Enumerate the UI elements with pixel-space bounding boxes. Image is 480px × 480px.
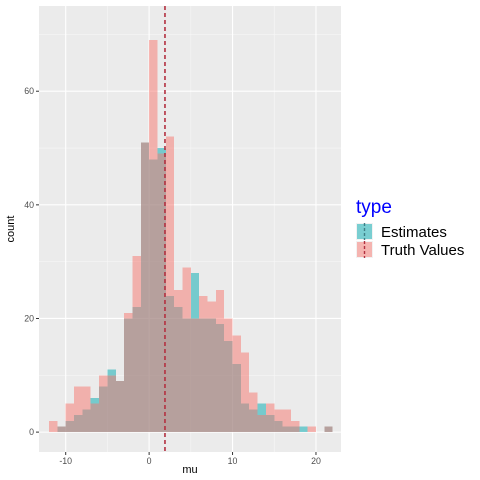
estimates-bar	[299, 426, 308, 433]
truth-values-bar	[224, 318, 233, 433]
x-axis-title: mu	[182, 464, 197, 476]
x-tick-label: 10	[228, 456, 238, 466]
truth-values-bar	[132, 255, 141, 433]
y-tick-label: 20	[24, 313, 34, 323]
truth-values-bar	[190, 318, 200, 433]
y-tick-label: 0	[29, 427, 34, 437]
grid-minor	[39, 6, 341, 452]
truth-values-bar	[290, 420, 300, 433]
truth-values-bar	[182, 267, 191, 433]
truth-values-bar	[274, 409, 283, 433]
legend: type Estimates Truth Values	[356, 197, 464, 259]
truth-values-bar	[57, 426, 66, 433]
truth-values-bar	[115, 380, 125, 433]
x-axis-ticks: -10 0 10 20	[59, 452, 321, 466]
truth-values-bar	[74, 386, 83, 433]
x-tick-label: 0	[147, 456, 152, 466]
truth-values-bar	[232, 335, 241, 433]
x-tick-label: -10	[59, 456, 72, 466]
truth-values-bar	[265, 403, 275, 433]
truth-values-bar	[240, 352, 250, 433]
truth-values-bar	[199, 295, 208, 433]
truth-values-bar	[257, 415, 266, 433]
y-tick-label: 40	[24, 200, 34, 210]
truth-values-bar	[90, 403, 100, 433]
truth-values-bars	[49, 40, 333, 433]
truth-values-bar	[307, 426, 316, 433]
truth-values-bar	[140, 142, 150, 433]
legend-title: type	[356, 197, 392, 218]
y-tick-label: 60	[24, 86, 34, 96]
y-axis-ticks: 0 20 40 60	[24, 86, 39, 437]
legend-label-estimates: Estimates	[381, 224, 447, 241]
truth-values-bar	[107, 375, 116, 433]
truth-values-bar	[165, 136, 175, 433]
truth-values-bar	[174, 290, 183, 433]
y-axis-title: count	[5, 216, 17, 243]
truth-values-bar	[324, 426, 333, 433]
legend-key-truth-values	[356, 241, 373, 258]
truth-values-bar	[282, 409, 291, 433]
truth-values-bar	[49, 420, 58, 433]
legend-key-estimates	[356, 223, 373, 240]
truth-values-bar	[215, 290, 225, 433]
truth-values-bar	[99, 375, 108, 433]
truth-values-bar	[157, 153, 166, 433]
truth-values-bar	[149, 40, 158, 433]
truth-values-bar	[124, 312, 133, 433]
legend-label-truth-values: Truth Values	[381, 242, 464, 259]
truth-values-bar	[249, 392, 258, 433]
x-tick-label: 20	[311, 456, 321, 466]
truth-values-bar	[82, 386, 91, 433]
truth-values-bar	[65, 403, 75, 433]
truth-values-bar	[207, 301, 216, 433]
